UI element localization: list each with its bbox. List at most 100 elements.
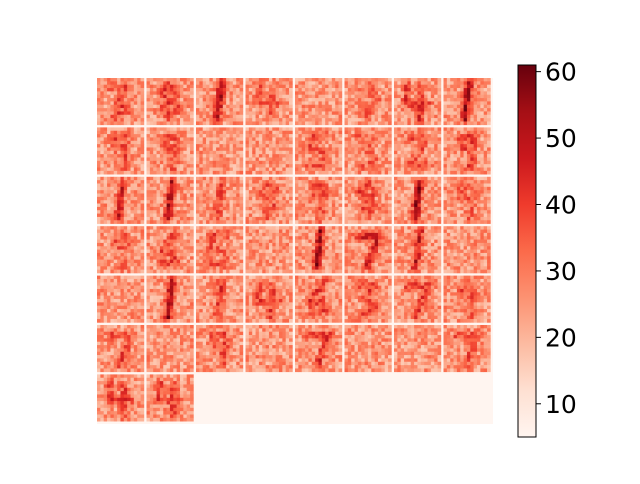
heatmap-cell [361,190,365,194]
heatmap-cell [361,104,365,109]
heatmap-cell [282,213,286,218]
heatmap-cell [285,176,290,181]
heatmap-cell [328,144,333,148]
heatmap-cell [146,232,151,237]
heatmap-cell [364,130,369,135]
heatmap-cell [127,134,131,138]
heatmap-cell [236,108,240,112]
heatmap-cell [248,121,253,126]
heatmap-cell [252,206,256,211]
heatmap-cell [229,104,234,109]
heatmap-cell [289,160,293,165]
heatmap-cell [232,176,237,181]
heatmap-cell [282,176,286,181]
heatmap-cell [272,186,276,191]
heatmap-cell [113,183,118,188]
heatmap-cell [265,203,270,208]
heatmap-cell [381,81,385,85]
heatmap-cell [232,114,237,119]
heatmap-cell [453,157,458,162]
heatmap-cell [480,150,484,155]
heatmap-cell [252,154,256,158]
heatmap-cell [473,108,478,112]
heatmap-cell [268,203,273,208]
heatmap-cell [338,127,343,132]
heatmap-cell [222,210,227,214]
heatmap-cell [400,203,405,208]
heatmap-cell [427,98,432,102]
heatmap-cell [133,242,138,247]
heatmap-cell [285,137,290,142]
heatmap-cell [196,140,200,145]
heatmap-cell [483,84,488,89]
heatmap-cell [446,127,451,132]
heatmap-cell [364,88,369,92]
heatmap-cell [473,121,478,126]
heatmap-cell [133,121,138,126]
heatmap-cell [367,78,372,82]
heatmap-cell [232,200,237,204]
heatmap-cell [166,206,171,211]
heatmap-cell [176,84,181,89]
heatmap-cell [477,81,481,85]
heatmap-cell [298,88,302,92]
heatmap-cell [183,220,187,224]
heatmap-cell [378,190,382,194]
heatmap-cell [374,216,379,221]
heatmap-cell [169,196,174,201]
heatmap-cell [262,144,266,148]
heatmap-cell [298,114,302,119]
heatmap-cell [331,193,336,198]
heatmap-cell [153,94,157,99]
heatmap-cell [331,200,336,204]
heatmap-cell [463,91,468,96]
heatmap-cell [186,127,191,132]
heatmap-cell [384,154,389,158]
heatmap-cell [404,137,408,142]
heatmap-cell [315,220,319,224]
heatmap-cell [127,78,131,82]
heatmap-cell [159,180,164,184]
heatmap-cell [427,213,432,218]
heatmap-cell [417,91,422,96]
heatmap-cell [163,229,167,234]
heatmap-cell [453,111,458,116]
heatmap-cell [173,150,177,155]
heatmap-cell [209,81,214,85]
heatmap-cell [176,108,181,112]
heatmap-cell [153,190,157,194]
heatmap-cell [463,196,468,201]
heatmap-cell [364,190,369,194]
heatmap-cell [133,252,138,257]
heatmap-cell [117,249,121,254]
heatmap-cell [173,147,177,152]
heatmap-cell [156,84,161,89]
heatmap-cell [199,108,203,112]
heatmap-cell [463,84,468,89]
heatmap-cell [404,111,408,116]
heatmap-cell [190,176,194,181]
heatmap-cell [202,167,207,172]
heatmap-cell [427,193,432,198]
heatmap-cell [325,147,329,152]
heatmap-cell [229,186,234,191]
heatmap-cell [140,144,145,148]
heatmap-cell [308,81,313,85]
heatmap-cell [477,78,481,82]
heatmap-cell [229,88,234,92]
heatmap-cell [318,78,323,82]
heatmap-cell [133,114,138,119]
heatmap-cell [113,200,118,204]
heatmap-cell [183,213,187,218]
heatmap-cell [176,111,181,116]
heatmap-cell [463,160,468,165]
heatmap-cell [113,81,118,85]
heatmap-cell [437,160,442,165]
heatmap-cell [456,101,461,106]
heatmap-cell [487,137,491,142]
heatmap-cell [315,157,319,162]
heatmap-cell [149,157,154,162]
heatmap-cell [374,134,379,138]
heatmap-cell [248,104,253,109]
heatmap-cell [163,236,167,240]
